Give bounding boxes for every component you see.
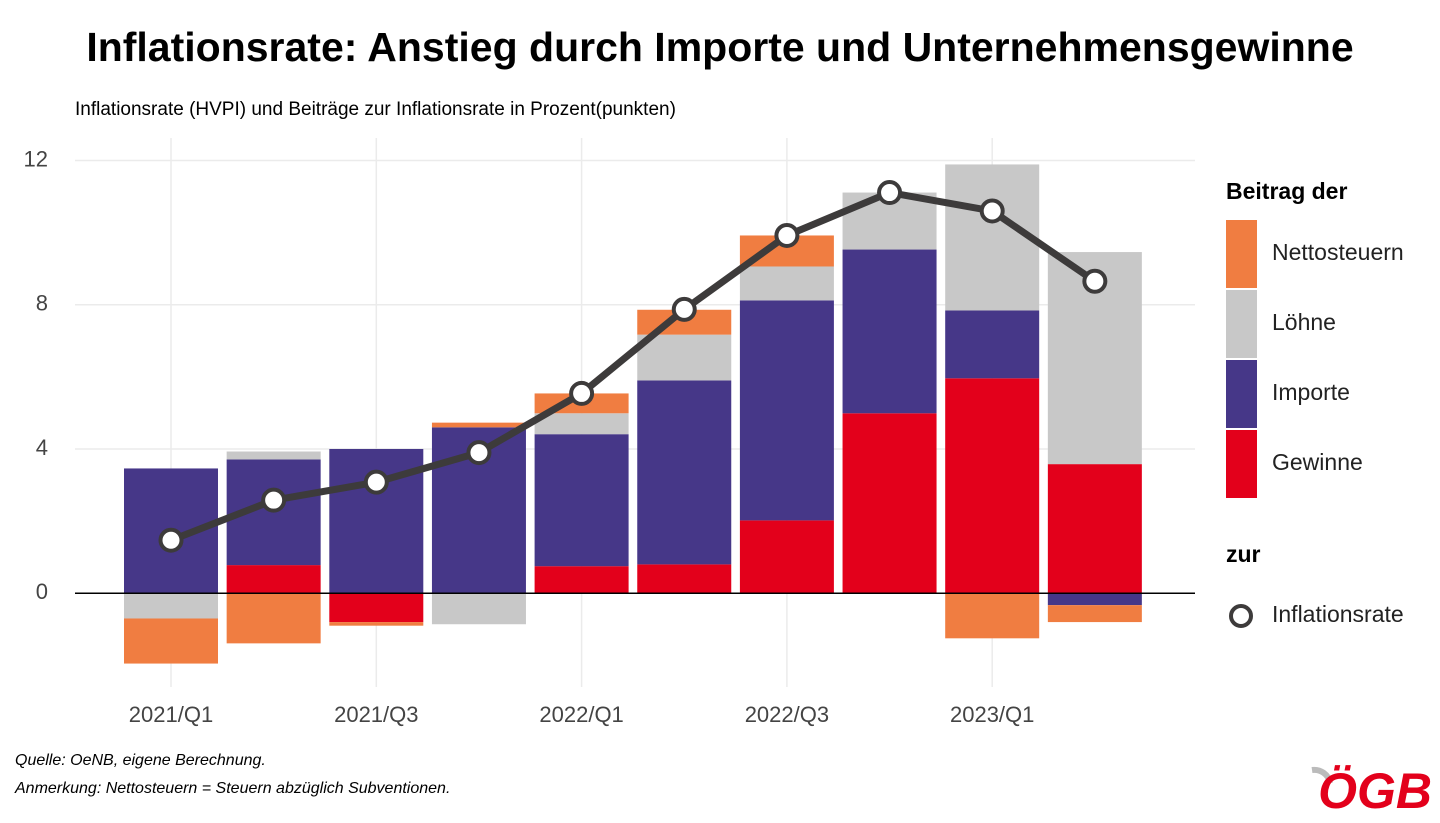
x-tick-label: 2021/Q1: [129, 702, 213, 727]
bar-segment: [226, 593, 321, 644]
bar-segment: [739, 300, 834, 521]
bar-segment: [329, 622, 424, 626]
bar-segment: [329, 593, 424, 623]
legend-swatch: [1226, 430, 1257, 498]
bar-segment: [431, 593, 526, 625]
x-tick-label: 2021/Q3: [334, 702, 418, 727]
bar-segment: [739, 520, 834, 594]
y-tick-label: 8: [36, 291, 48, 316]
bar-segment: [534, 413, 629, 435]
line-point: [363, 469, 389, 495]
bar-segment: [534, 434, 629, 567]
logo: ÖGB: [1318, 763, 1432, 819]
legend-label: Importe: [1272, 379, 1350, 405]
bar-segment: [1047, 605, 1142, 623]
line-point: [261, 487, 287, 513]
bar-segment: [534, 566, 629, 594]
bar-segment: [945, 593, 1040, 639]
chart-subtitle: Inflationsrate (HVPI) und Beiträge zur I…: [75, 99, 676, 120]
line-point: [979, 198, 1005, 224]
line-point: [158, 527, 184, 553]
x-tick-label: 2022/Q3: [745, 702, 829, 727]
bar-segment: [945, 310, 1040, 379]
legend-title: zur: [1226, 541, 1261, 567]
bar-segment: [1047, 593, 1142, 606]
legend-swatch: [1226, 220, 1257, 288]
x-tick-label: 2022/Q1: [539, 702, 623, 727]
legend-label: Löhne: [1272, 309, 1336, 335]
logo-arc: [1311, 766, 1333, 784]
bar-segment: [226, 451, 321, 460]
bar-segment: [945, 378, 1040, 594]
legend-label: Inflationsrate: [1272, 601, 1404, 627]
legend-marker: [1229, 604, 1253, 628]
line-point: [1082, 268, 1108, 294]
legend-label: Nettosteuern: [1272, 239, 1404, 265]
bar-segment: [1047, 464, 1142, 594]
bar-segment: [637, 380, 732, 565]
legend-swatch: [1226, 360, 1257, 428]
bar-segment: [637, 334, 732, 381]
x-tick-label: 2023/Q1: [950, 702, 1034, 727]
bar-segment: [637, 564, 732, 594]
bar-segment: [124, 618, 218, 664]
line: [169, 189, 1097, 544]
bar-segment: [226, 565, 321, 594]
y-tick-label: 12: [24, 146, 48, 171]
line-point: [774, 222, 800, 248]
line-point: [671, 296, 697, 322]
line-point: [466, 440, 492, 466]
bar-segment: [739, 266, 834, 301]
line-point: [569, 380, 595, 406]
note: Quelle: OeNB, eigene Berechnung.: [15, 752, 266, 769]
legend-title: Beitrag der: [1226, 178, 1347, 204]
legend-swatch: [1226, 290, 1257, 358]
note: Anmerkung: Nettosteuern = Steuern abzügl…: [14, 780, 450, 797]
legend-label: Gewinne: [1272, 449, 1363, 475]
chart-title: Inflationsrate: Anstieg durch Importe un…: [86, 24, 1353, 70]
bar-segment: [842, 249, 937, 414]
y-tick-label: 0: [36, 579, 48, 604]
bar-segment: [124, 593, 218, 619]
bar-segment: [945, 164, 1040, 311]
line-point: [877, 180, 903, 206]
bar-segment: [842, 413, 937, 594]
y-tick-label: 4: [36, 435, 48, 460]
bar-segment: [431, 422, 526, 428]
